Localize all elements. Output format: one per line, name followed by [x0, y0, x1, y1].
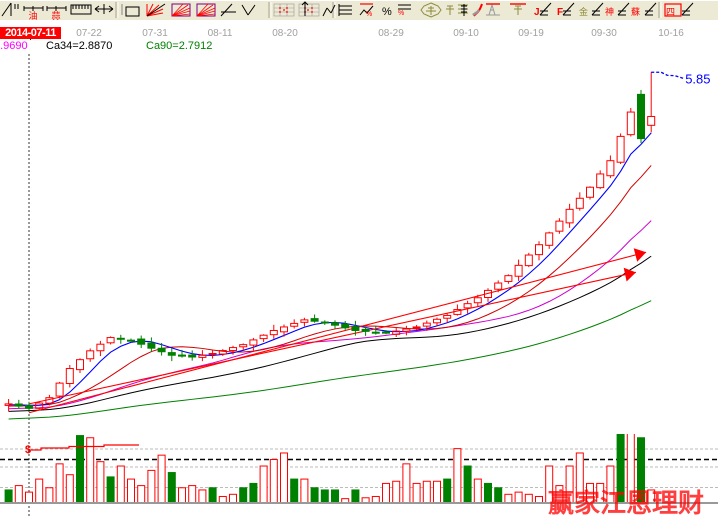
svg-text:赢家江恩理财: 赢家江恩理财 — [548, 488, 704, 517]
svg-text:%: % — [366, 11, 372, 18]
svg-text:%: % — [382, 6, 392, 18]
svg-text:5.85: 5.85 — [685, 71, 710, 86]
svg-text:J: J — [534, 7, 540, 18]
svg-text:蒜: 蒜 — [51, 11, 60, 20]
svg-text:金: 金 — [579, 6, 588, 17]
svg-text:蘇: 蘇 — [631, 6, 640, 17]
svg-text:$: $ — [25, 444, 31, 456]
svg-text:神: 神 — [605, 6, 614, 17]
svg-text:四: 四 — [666, 7, 675, 17]
svg-text:F: F — [557, 7, 563, 18]
svg-text:油: 油 — [28, 10, 37, 20]
svg-text:%: % — [398, 10, 404, 17]
